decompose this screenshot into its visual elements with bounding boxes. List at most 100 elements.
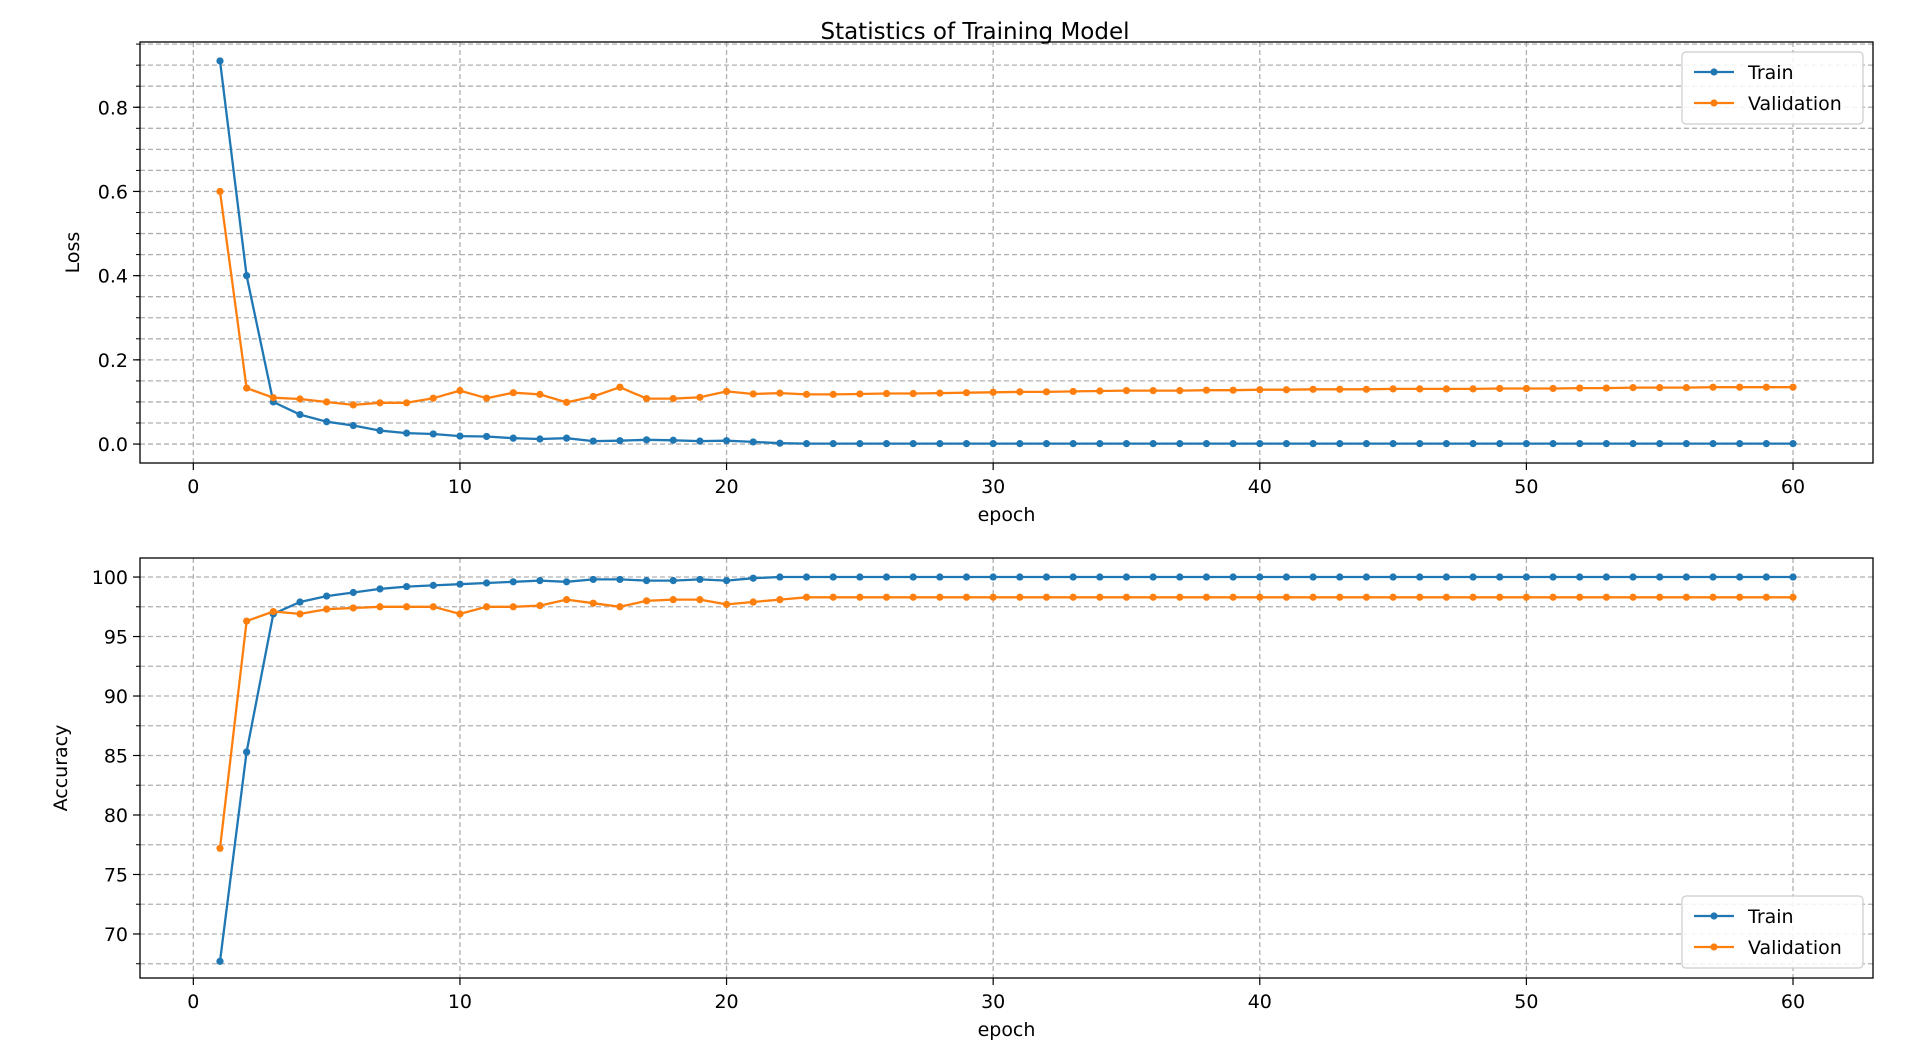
data-point-train: [642, 577, 651, 585]
data-point-validation: [1042, 388, 1051, 396]
data-point-train: [1069, 440, 1077, 448]
data-point-train: [802, 573, 811, 581]
y-tick-label: 75: [104, 864, 128, 886]
accuracy-y-axis-label: Accuracy: [50, 725, 72, 812]
data-point-validation: [1416, 385, 1424, 393]
data-point-validation: [562, 398, 571, 406]
data-point-train: [616, 437, 624, 445]
data-point-validation: [802, 390, 811, 398]
x-tick-label: 40: [1248, 476, 1272, 498]
data-point-validation: [1602, 593, 1610, 601]
data-point-train: [429, 430, 437, 438]
data-point-validation: [962, 389, 971, 397]
loss-series-validation: [216, 187, 1797, 409]
data-point-validation: [669, 596, 677, 604]
data-point-validation: [1336, 593, 1344, 601]
data-point-train: [1656, 573, 1664, 581]
data-point-train: [1256, 573, 1264, 581]
x-tick-label: 60: [1781, 476, 1805, 498]
data-point-validation: [616, 603, 624, 611]
data-point-validation: [829, 593, 837, 601]
data-point-validation: [1522, 384, 1530, 393]
data-point-validation: [1736, 383, 1744, 391]
data-point-validation: [1789, 383, 1797, 391]
y-tick-label: 0.0: [98, 434, 128, 456]
data-point-train: [1576, 573, 1584, 581]
data-point-train: [1736, 573, 1744, 581]
data-point-validation: [1336, 385, 1344, 393]
data-point-validation: [429, 394, 437, 402]
legend-label-validation: Validation: [1748, 937, 1842, 959]
series-line-validation: [218, 191, 1793, 407]
data-point-validation: [882, 389, 891, 398]
data-point-validation: [296, 610, 304, 618]
loss-x-axis-label: epoch: [978, 504, 1036, 526]
legend-label-train: Train: [1747, 62, 1794, 84]
data-point-train: [856, 573, 864, 581]
data-point-train: [696, 575, 704, 584]
data-point-train: [1069, 573, 1077, 581]
data-point-train: [243, 272, 251, 280]
data-point-train: [296, 410, 304, 419]
data-point-train: [1016, 440, 1024, 448]
data-point-validation: [1762, 593, 1770, 601]
data-point-train: [749, 438, 757, 446]
data-point-validation: [776, 389, 784, 397]
accuracy-legend: Train Validation: [1681, 895, 1864, 969]
data-point-validation: [376, 399, 384, 407]
accuracy-plot: 0 10 20 30 40 50 60 70 75 80 85 90 95 100 epoch Accurac…: [50, 557, 1874, 1041]
data-point-train: [1149, 573, 1157, 581]
data-point-train: [1176, 573, 1184, 581]
data-point-train: [1789, 573, 1797, 581]
x-tick-label: 0: [187, 476, 199, 498]
data-point-validation: [1496, 593, 1504, 601]
data-point-validation: [216, 187, 224, 196]
data-point-validation: [1122, 386, 1131, 395]
data-point-validation: [1389, 593, 1397, 601]
data-point-train: [483, 432, 491, 441]
data-point-validation: [1149, 593, 1157, 601]
data-point-validation: [909, 593, 917, 601]
data-point-validation: [1229, 593, 1237, 601]
data-point-validation: [642, 394, 651, 403]
data-point-train: [376, 426, 384, 435]
data-point-train: [323, 592, 331, 600]
y-tick-label: 100: [92, 567, 128, 589]
data-point-validation: [722, 387, 731, 396]
data-point-train: [722, 577, 731, 585]
data-point-train: [1389, 573, 1397, 581]
y-tick-label: 90: [104, 686, 128, 708]
data-point-validation: [1576, 384, 1584, 392]
data-point-train: [1602, 440, 1610, 448]
data-point-validation: [536, 390, 544, 398]
data-point-train: [1389, 440, 1397, 448]
data-point-validation: [1256, 593, 1264, 601]
data-point-train: [1736, 440, 1744, 448]
data-point-train: [1709, 440, 1717, 448]
data-point-train: [1096, 573, 1104, 581]
data-point-train: [616, 575, 624, 584]
data-point-validation: [1362, 385, 1371, 393]
data-point-validation: [243, 384, 251, 392]
data-point-train: [962, 440, 971, 448]
data-point-train: [1362, 440, 1371, 448]
data-point-train: [909, 440, 917, 448]
data-point-train: [1629, 440, 1637, 448]
data-point-validation: [536, 601, 544, 610]
data-point-train: [989, 440, 997, 448]
data-point-validation: [1549, 593, 1557, 601]
data-point-train: [403, 429, 411, 437]
data-point-validation: [722, 600, 731, 609]
data-point-validation: [1176, 386, 1184, 395]
data-point-train: [589, 437, 597, 445]
data-point-validation: [456, 386, 464, 395]
data-point-validation: [509, 389, 517, 397]
data-point-validation: [323, 605, 331, 613]
legend-label-validation: Validation: [1748, 93, 1842, 115]
data-point-validation: [562, 596, 571, 604]
data-point-train: [1522, 573, 1530, 581]
x-tick-label: 10: [448, 476, 472, 498]
data-point-train: [509, 434, 517, 442]
data-point-train: [909, 573, 917, 581]
